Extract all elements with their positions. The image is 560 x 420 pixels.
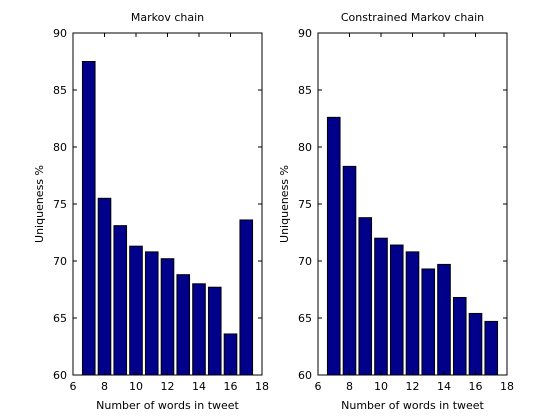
bar-10 (129, 245, 143, 376)
y-axis-label: Uniqueness % (33, 165, 46, 243)
bar-12 (405, 251, 420, 376)
y-tick-label: 90 (298, 27, 312, 40)
bar-15 (452, 296, 467, 376)
x-axis-label: Number of words in tweet (341, 399, 484, 412)
bar-14 (437, 263, 451, 376)
y-tick-label: 60 (298, 369, 312, 382)
bar-8 (97, 197, 112, 376)
bar-17 (239, 219, 254, 376)
x-axis-label: Number of words in tweet (96, 399, 239, 412)
bar-10 (374, 237, 388, 376)
x-tick-label: 12 (406, 380, 420, 393)
chart-title: Constrained Markov chain (341, 11, 484, 24)
bar-11 (144, 251, 159, 376)
bar-13 (176, 274, 191, 376)
x-tick-label: 10 (374, 380, 388, 393)
bar-12 (160, 258, 175, 376)
x-tick-label: 8 (101, 380, 108, 393)
x-tick-label: 6 (70, 380, 77, 393)
x-tick-label: 18 (255, 380, 269, 393)
x-tick-label: 12 (161, 380, 175, 393)
bar-15 (207, 286, 222, 376)
y-axis-label: Uniqueness % (278, 165, 291, 243)
y-tick-label: 70 (53, 255, 67, 268)
y-tick-label: 85 (298, 84, 312, 97)
bar-16 (468, 312, 483, 376)
chart-panel-2: 6 8 10 12 14 16 18 60 65 70 75 80 85 90 Constrained Ma… (278, 11, 514, 412)
bar-7 (81, 61, 96, 376)
x-tick-label: 18 (500, 380, 514, 393)
chart-title: Markov chain (131, 11, 204, 24)
bar-13 (421, 268, 436, 376)
x-tick-label: 6 (315, 380, 322, 393)
bar-14 (192, 283, 206, 376)
bar-17 (484, 320, 499, 376)
x-tick-label: 16 (469, 380, 483, 393)
y-tick-label: 80 (298, 141, 312, 154)
bar-9 (358, 217, 373, 376)
chart-panel-1: 6 8 10 12 14 16 18 60 65 70 75 80 85 90 Markov chain Nu… (33, 11, 269, 412)
y-tick-label: 90 (53, 27, 67, 40)
x-tick-label: 14 (192, 380, 206, 393)
y-tick-label: 80 (53, 141, 67, 154)
y-tick-label: 65 (298, 312, 312, 325)
bar-7 (326, 116, 341, 376)
x-tick-label: 16 (224, 380, 238, 393)
x-tick-label: 14 (437, 380, 451, 393)
y-tick-label: 75 (298, 198, 312, 211)
y-tick-label: 75 (53, 198, 67, 211)
bar-8 (342, 165, 357, 376)
x-tick-label: 10 (129, 380, 143, 393)
y-tick-label: 85 (53, 84, 67, 97)
bar-11 (389, 244, 404, 376)
y-tick-label: 60 (53, 369, 67, 382)
x-tick-label: 8 (346, 380, 353, 393)
y-tick-label: 70 (298, 255, 312, 268)
y-tick-label: 65 (53, 312, 67, 325)
bar-9 (113, 225, 128, 376)
bar-16 (223, 333, 238, 376)
